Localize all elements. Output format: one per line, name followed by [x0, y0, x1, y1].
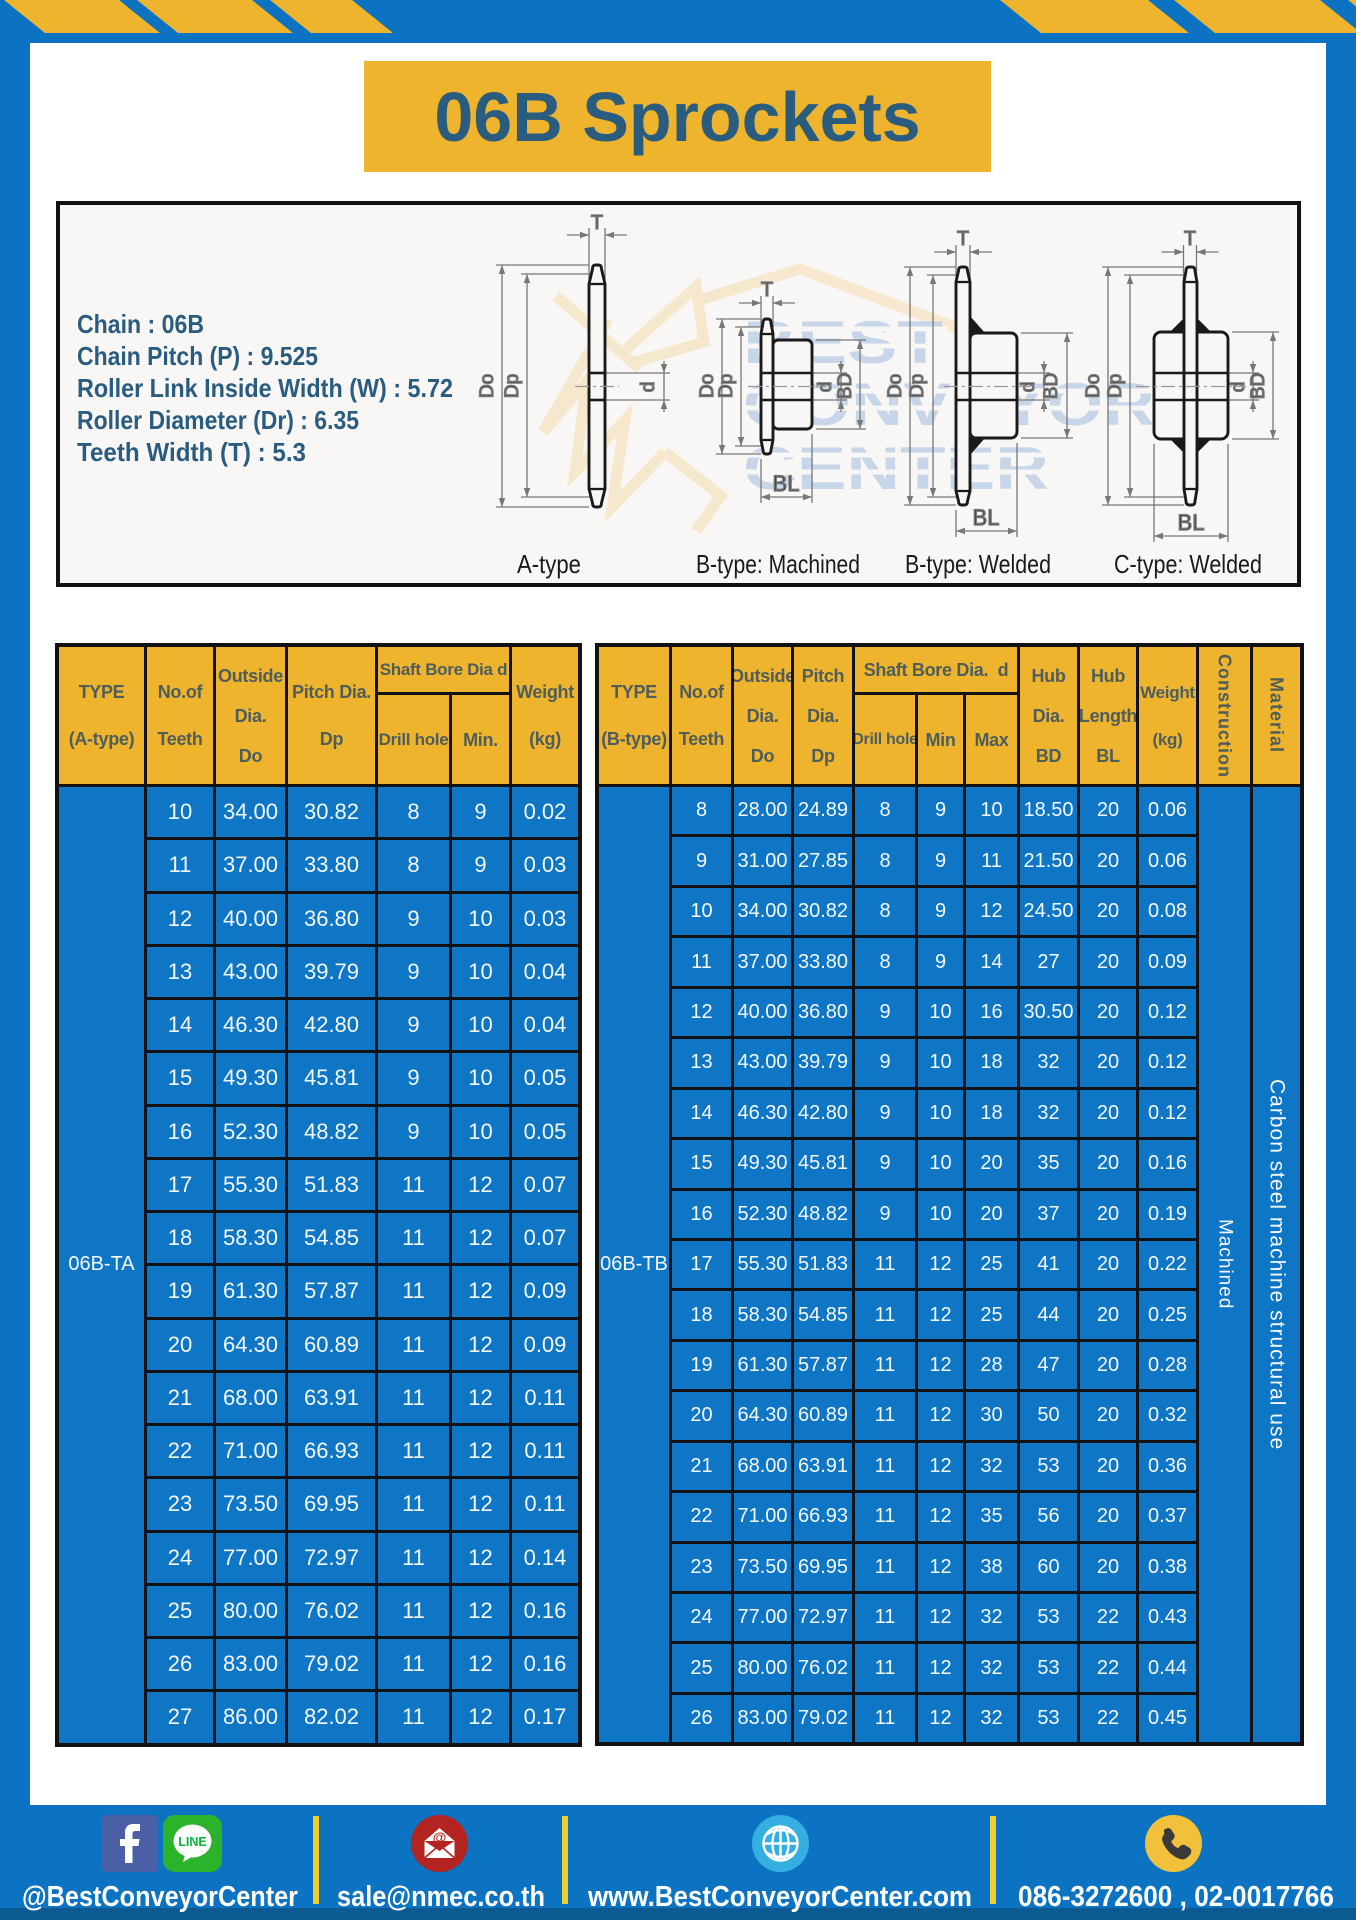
svg-text:@BestConveyorCenter: @BestConveyorCenter [22, 1881, 298, 1913]
svg-text:BL: BL [973, 505, 1000, 530]
svg-text:Teeth Width (T) : 5.3: Teeth Width (T) : 5.3 [77, 437, 306, 467]
svg-text:B-type: Welded: B-type: Welded [905, 549, 1051, 579]
svg-text:Dp: Dp [1105, 374, 1126, 398]
svg-text:086-3272600 , 02-0017766: 086-3272600 , 02-0017766 [1018, 1881, 1334, 1913]
svg-text:T: T [957, 228, 969, 250]
svg-text:A-type: A-type [517, 549, 581, 579]
svg-text:Roller Diameter (Dr) : 6.35: Roller Diameter (Dr) : 6.35 [77, 405, 359, 435]
svg-text:BD: BD [835, 373, 856, 399]
svg-text:Chain Pitch (P) : 9.525: Chain Pitch (P) : 9.525 [77, 341, 318, 371]
svg-text:BL: BL [1178, 510, 1205, 535]
svg-text:CENTER: CENTER [743, 435, 1049, 502]
svg-text:T: T [591, 212, 603, 234]
svg-text:Dp: Dp [716, 374, 737, 398]
svg-text:@: @ [433, 1829, 447, 1845]
svg-text:T: T [761, 279, 773, 301]
svg-text:T: T [1184, 228, 1196, 250]
svg-text:B-type: Machined: B-type: Machined [696, 549, 860, 579]
svg-text:d: d [638, 382, 659, 393]
svg-text:Do: Do [477, 374, 498, 398]
svg-text:www.BestConveyorCenter.com: www.BestConveyorCenter.com [587, 1881, 972, 1913]
svg-text:Dp: Dp [907, 374, 928, 398]
svg-text:sale@nmec.co.th: sale@nmec.co.th [337, 1881, 545, 1913]
svg-text:BD: BD [1248, 373, 1269, 399]
svg-text:LINE: LINE [178, 1835, 206, 1849]
svg-text:BD: BD [1041, 373, 1062, 399]
svg-text:Dp: Dp [502, 374, 523, 398]
svg-text:Chain : 06B: Chain : 06B [77, 309, 204, 339]
svg-text:Do: Do [697, 374, 718, 398]
svg-text:Roller Link Inside Width (W): Roller Link Inside Width (W) : 5.72 [77, 373, 453, 403]
svg-text:Do: Do [885, 374, 906, 398]
svg-text:BL: BL [773, 471, 800, 496]
svg-text:C-type: Welded: C-type: Welded [1114, 549, 1262, 579]
svg-text:Do: Do [1083, 374, 1104, 398]
